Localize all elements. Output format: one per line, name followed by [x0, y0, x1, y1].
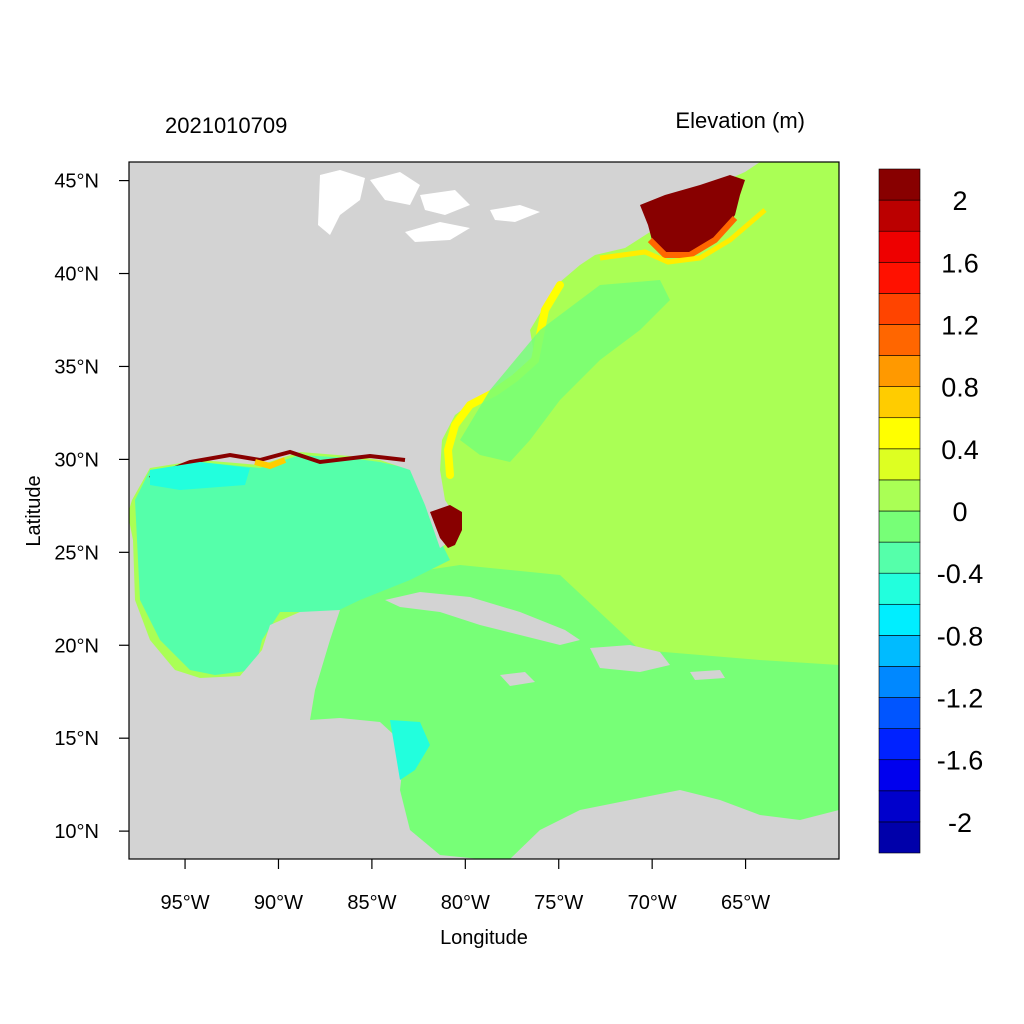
y-tick-label: 10°N	[54, 821, 99, 843]
colorbar-swatch	[878, 541, 921, 574]
colorbar-label: -1.6	[937, 746, 984, 776]
x-tick-label: 65°W	[721, 892, 770, 914]
colorbar-swatch	[878, 230, 921, 263]
south-america-land	[510, 790, 839, 859]
colorbar-swatch	[878, 790, 921, 823]
colorbar-label: -0.8	[937, 621, 984, 651]
colorbar-label: 0.8	[941, 373, 979, 403]
hispaniola-land	[590, 645, 670, 672]
gulf-of-maine-surge-edge-outer	[599, 208, 767, 265]
gulf-coast-surge-fringe	[149, 449, 406, 480]
colorbar-swatch	[878, 293, 921, 325]
colorbar-swatch	[878, 199, 921, 232]
longitude-axis: 95°W 90°W 85°W 80°W 75°W 70°W 65°W	[160, 859, 770, 914]
great-lakes	[318, 170, 540, 242]
cuba-land	[385, 592, 580, 645]
x-tick-label: 90°W	[254, 892, 303, 914]
y-tick-label: 15°N	[54, 728, 99, 750]
gulf-of-maine-surge-edge	[647, 215, 738, 258]
colorbar-swatch	[878, 417, 921, 450]
x-tick-label: 70°W	[628, 892, 677, 914]
y-tick-label: 40°N	[54, 264, 99, 286]
colorbar-swatch	[878, 355, 921, 387]
colorbar-swatch	[878, 168, 921, 201]
colorbar-label: 2	[952, 186, 967, 216]
jamaica-land	[500, 672, 535, 686]
colorbar-swatch	[878, 386, 921, 419]
y-tick-label: 30°N	[54, 449, 99, 471]
colorbar-swatch	[878, 261, 921, 294]
latitude-axis: 45°N 40°N 35°N 30°N 25°N 20°N 15°N 10°N	[54, 171, 129, 843]
colorbar-swatch	[878, 728, 921, 761]
x-tick-label: 85°W	[347, 892, 396, 914]
colorbar-swatch	[878, 479, 921, 512]
x-tick-label: 75°W	[534, 892, 583, 914]
map-frame	[128, 161, 840, 860]
y-tick-label: 45°N	[54, 171, 99, 193]
colorbar-swatch	[878, 510, 921, 543]
right-title: Elevation (m)	[675, 108, 805, 133]
gulf-low-water-patch	[150, 462, 250, 490]
caribbean-field	[300, 565, 839, 859]
gulf-of-maine-surge	[640, 175, 745, 258]
colorbar-swatch	[878, 821, 921, 854]
y-tick-label: 20°N	[54, 635, 99, 657]
colorbar-label: 1.6	[941, 248, 979, 278]
colorbar-swatch	[878, 666, 921, 698]
y-tick-label: 25°N	[54, 542, 99, 564]
central-america-land	[129, 520, 480, 859]
map-plot-area	[129, 162, 839, 859]
colorbar-label: -1.2	[937, 684, 984, 714]
colorbar-swatch	[878, 603, 921, 636]
atlantic-shelf-band	[460, 280, 670, 462]
gulf-of-mexico-field	[135, 455, 450, 675]
south-florida-surge	[430, 505, 462, 548]
colorbar-label: -0.4	[937, 559, 984, 589]
x-axis-label: Longitude	[440, 927, 528, 949]
colorbar-swatch	[878, 697, 921, 729]
colorbar-label: -2	[948, 808, 972, 838]
colorbar-label: 1.2	[941, 310, 979, 340]
colorbar-swatch	[878, 448, 921, 481]
colorbar-swatch	[878, 759, 921, 792]
colorbar-label: 0	[952, 497, 967, 527]
gulf-coast-yellow-patch	[254, 457, 287, 470]
colorbar-label: 0.4	[941, 435, 979, 465]
x-tick-label: 95°W	[160, 892, 209, 914]
elevation-colorbar: -2 -1.6 -1.2 -0.8 -0.4 0 0.4 0.8 1.2 1.6 2	[878, 168, 984, 854]
x-tick-label: 80°W	[441, 892, 490, 914]
colorbar-swatch	[878, 572, 921, 605]
left-title: 2021010709	[165, 113, 287, 138]
y-tick-label: 35°N	[54, 356, 99, 378]
y-axis-label: Latitude	[23, 475, 45, 546]
honduras-low-water	[390, 720, 430, 780]
colorbar-swatch	[878, 324, 921, 356]
puerto-rico-land	[690, 670, 725, 680]
colorbar-swatch	[878, 635, 921, 667]
